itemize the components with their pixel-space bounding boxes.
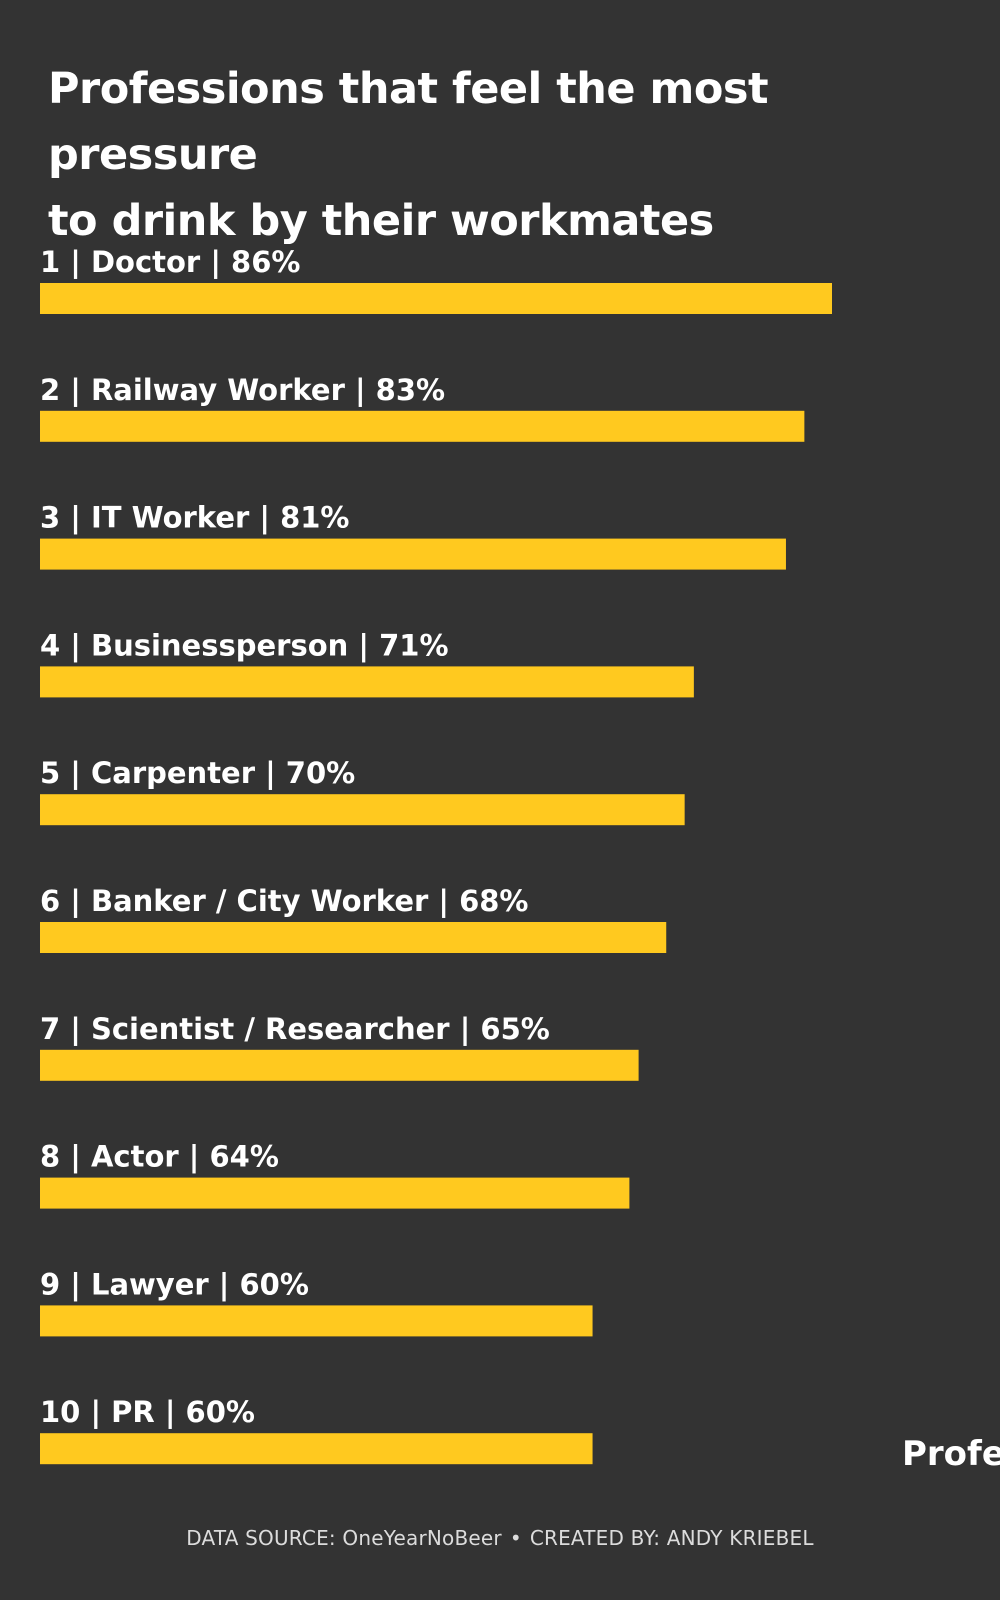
data-source-credit: DATA SOURCE: OneYearNoBeer <box>186 1526 502 1550</box>
footer-separator: • <box>509 1526 522 1550</box>
bar-label: 1 | Doctor | 86% <box>40 245 300 279</box>
bar <box>40 922 667 953</box>
bar-label: 8 | Actor | 64% <box>40 1140 279 1174</box>
bar-label: 2 | Railway Worker | 83% <box>40 373 445 407</box>
bar <box>40 794 685 826</box>
bar-label: 7 | Scientist / Researcher | 65% <box>40 1012 550 1046</box>
bar-label: 10 | PR | 60% <box>40 1395 255 1429</box>
bar-label: 9 | Lawyer | 60% <box>40 1267 309 1301</box>
author-credit: CREATED BY: ANDY KRIEBEL <box>529 1526 814 1550</box>
bar <box>40 410 805 442</box>
bar <box>40 538 786 570</box>
bar <box>40 666 694 698</box>
bar <box>40 1433 593 1465</box>
bar <box>40 1177 630 1209</box>
bar-label: 6 | Banker / City Worker | 68% <box>40 884 528 918</box>
bar-label: 4 | Businessperson | 71% <box>40 628 449 662</box>
bar-label: 5 | Carpenter | 70% <box>40 756 355 790</box>
bar-chart: 1 | Doctor | 86% 2 | Railway Worker | 83%… <box>40 245 832 1465</box>
bar <box>40 283 832 314</box>
footer: DATA SOURCE: OneYearNoBeer • CREATED BY: A… <box>0 1526 1000 1550</box>
cut-off-title-text: Profe <box>902 1434 1000 1474</box>
chart-title: Professions that feel the most pressure … <box>48 64 769 246</box>
bar-label: 3 | IT Worker | 81% <box>40 501 349 535</box>
bar <box>40 1305 593 1337</box>
bar <box>40 1049 639 1081</box>
